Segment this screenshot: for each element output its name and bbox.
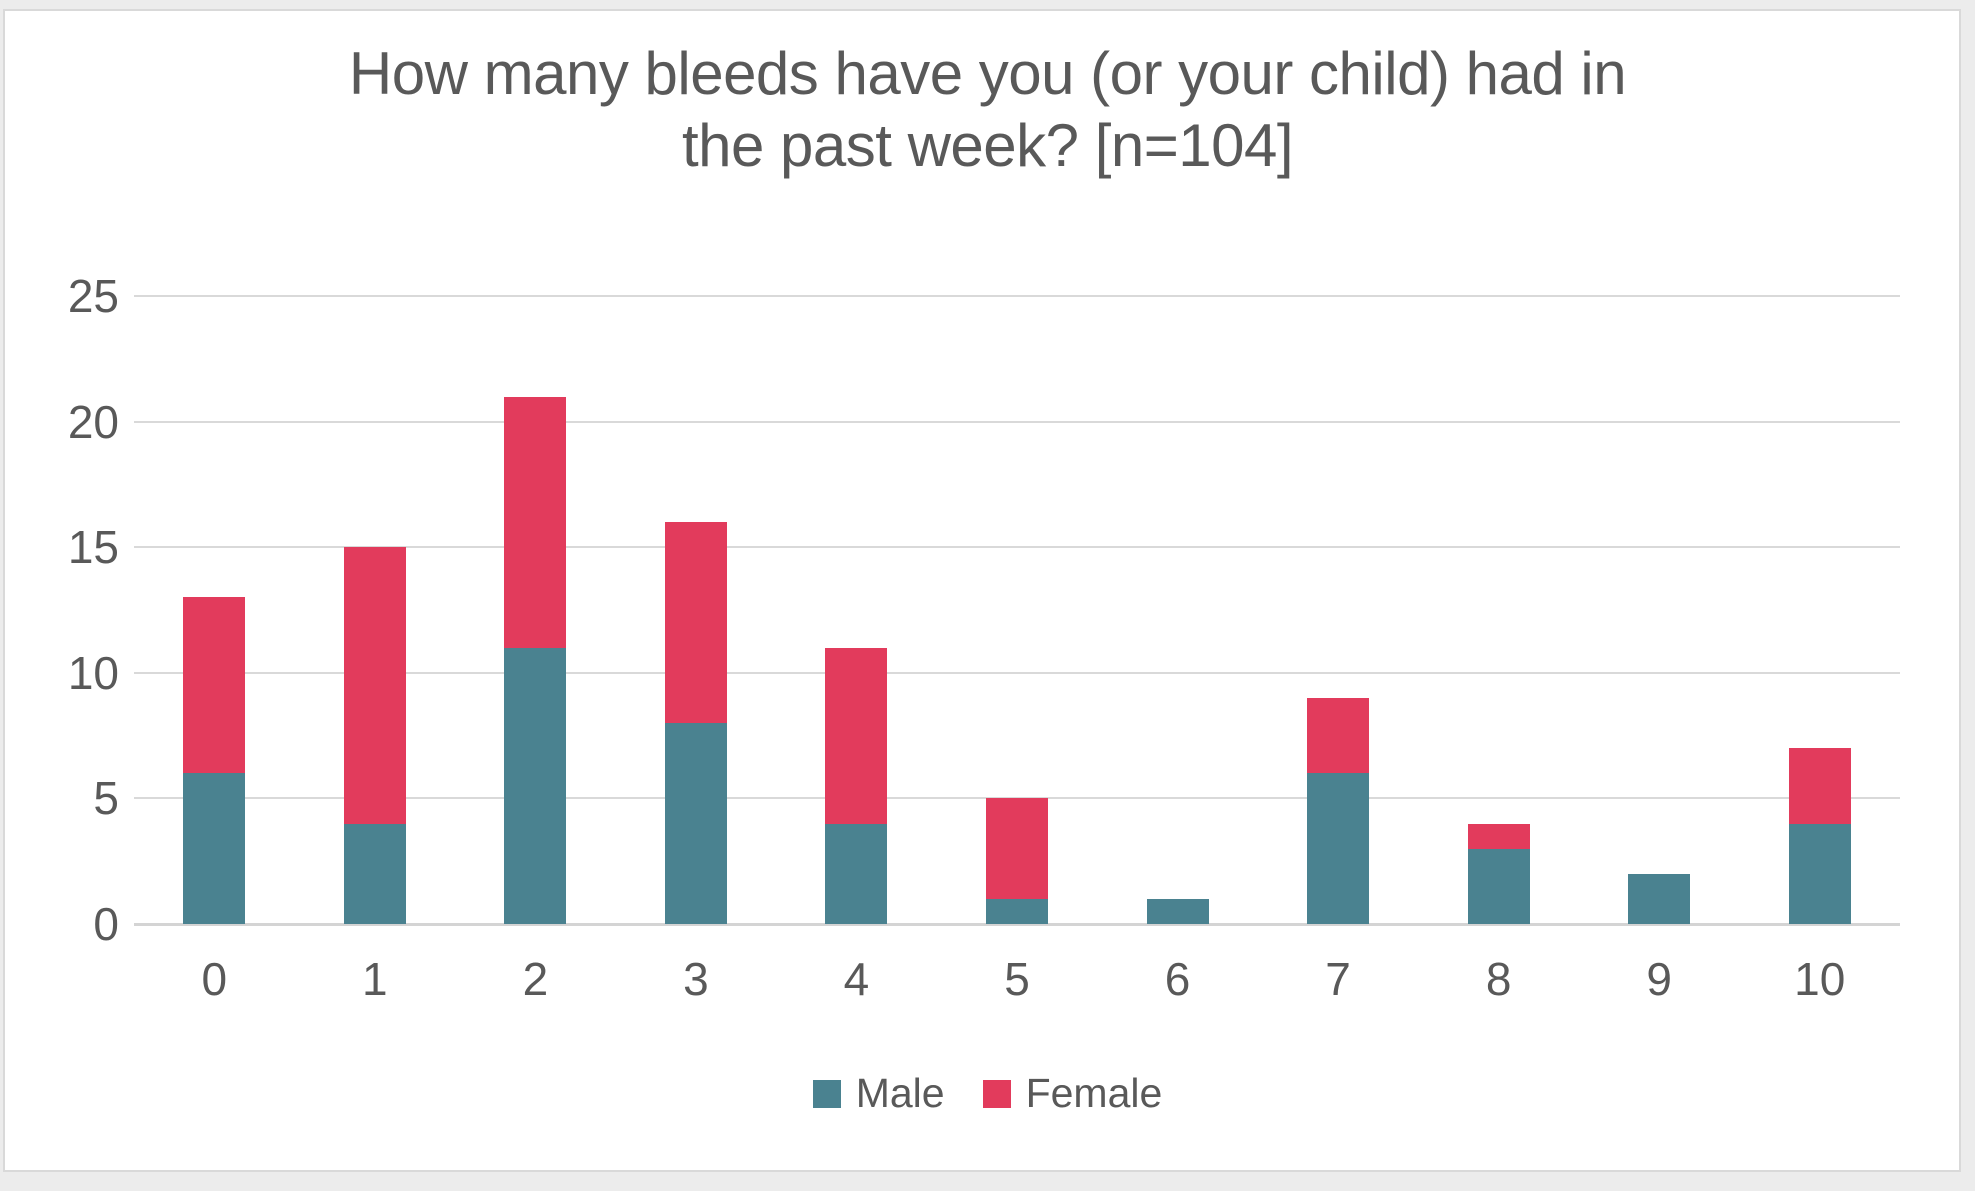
bar-group-2 [504,396,567,924]
bar-segment-female-4 [825,647,888,824]
bar-segment-male-6 [1146,898,1209,924]
bar-segment-male-3 [664,723,727,924]
bar-group-5 [986,798,1048,924]
bar-segment-male-9 [1628,873,1691,924]
bar-group-9 [1628,873,1691,924]
legend-item-female: Female [982,1070,1163,1117]
bar-group-10 [1788,748,1851,924]
bar-group-8 [1467,823,1530,924]
chart-title-line-2: the past week? [n=104] [681,112,1294,179]
bar-segment-male-2 [504,647,567,924]
y-tick-label-10: 10 [67,646,119,699]
legend-swatch-female [982,1079,1011,1108]
chart-title-line-1: How many bleeds have you (or your child)… [348,40,1627,107]
y-tick-label-25: 25 [67,270,119,322]
bar-segment-female-8 [1467,823,1530,849]
x-tick-label-5: 5 [1004,953,1030,1005]
y-tick-label-15: 15 [67,521,119,574]
gridline-y-25 [134,295,1900,297]
legend-item-male: Male [812,1070,945,1117]
bar-segment-male-8 [1467,848,1530,924]
y-tick-label-5: 5 [93,772,119,825]
legend: Male Female [0,1070,1975,1117]
bar-group-7 [1307,697,1370,924]
bar-segment-male-5 [986,898,1048,924]
x-tick-label-7: 7 [1325,953,1351,1005]
bar-segment-male-1 [343,823,406,924]
bar-group-3 [664,522,727,924]
x-tick-label-8: 8 [1485,953,1512,1005]
legend-swatch-male [812,1079,841,1108]
bar-segment-female-2 [504,396,567,648]
bar-segment-female-1 [343,547,406,824]
bar-segment-male-7 [1307,773,1370,924]
legend-label-female: Female [1025,1070,1163,1116]
gridline-y-5 [134,797,1900,800]
x-tick-label-2: 2 [522,953,549,1005]
gridline-y-15 [134,546,1900,549]
bar-segment-female-5 [986,798,1048,899]
bar-segment-male-0 [183,773,246,924]
bar-segment-female-10 [1788,748,1851,824]
x-tick-label-10: 10 [1794,953,1846,1005]
bar-group-4 [825,647,888,924]
bar-segment-female-7 [1307,697,1370,774]
gridline-y-20 [134,420,1900,423]
x-axis-labels: 0 1 2 3 4 5 6 7 8 9 10 [134,952,1900,1006]
x-tick-label-1: 1 [362,953,388,1005]
bar-group-6 [1146,898,1209,924]
bar-group-0 [183,597,246,924]
chart-title: How many bleeds have you (or your child)… [0,38,1975,182]
x-tick-label-6: 6 [1164,953,1191,1005]
legend-label-male: Male [855,1070,945,1116]
x-tick-label-0: 0 [201,953,228,1005]
bar-segment-female-3 [664,522,727,724]
y-tick-label-0: 0 [93,898,119,950]
gridline-y-10 [134,671,1900,674]
x-tick-label-3: 3 [683,953,709,1005]
bar-segment-female-0 [183,597,246,774]
bar-segment-male-10 [1788,823,1851,924]
chart-card [3,9,1961,1172]
bar-group-1 [343,547,406,924]
gridline-y-0 [134,923,1900,926]
bar-segment-male-4 [825,823,888,924]
y-tick-label-20: 20 [67,395,119,448]
x-tick-label-9: 9 [1646,953,1672,1005]
x-tick-label-4: 4 [843,953,870,1005]
plot-area: 0 5 10 15 20 25 [68,270,1900,950]
